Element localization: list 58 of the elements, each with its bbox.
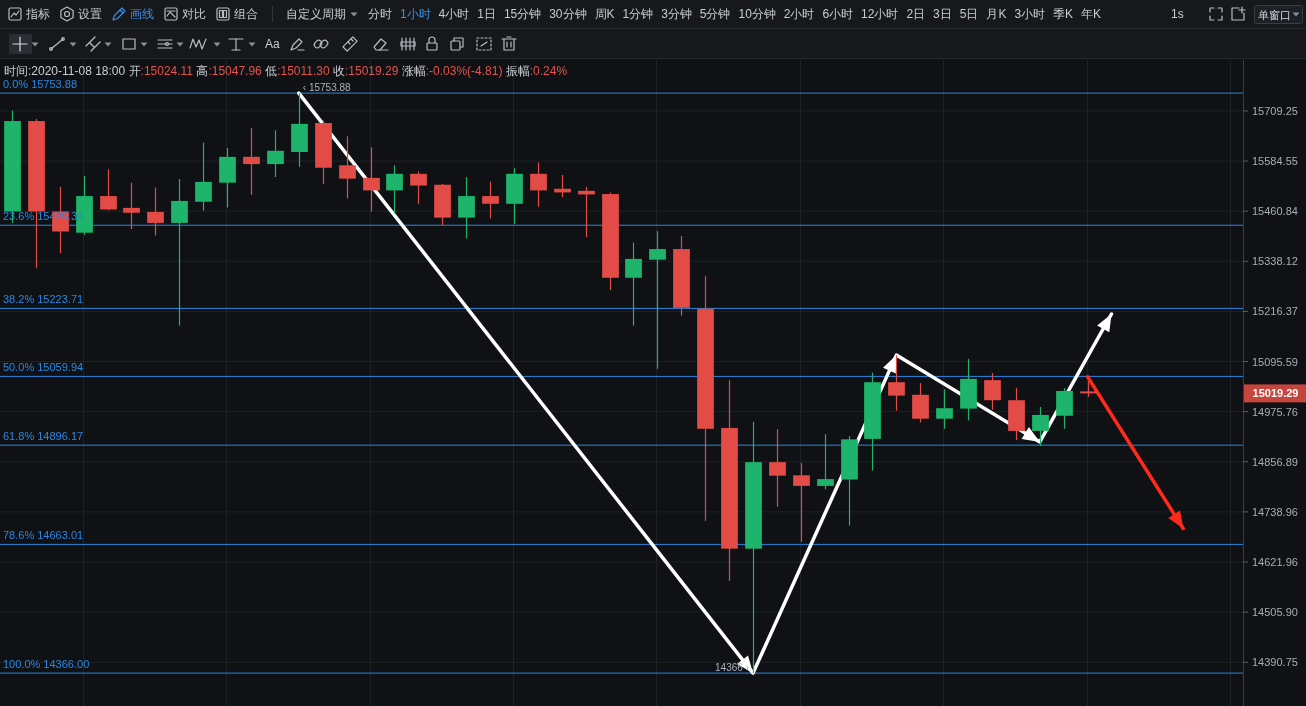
- text: 季K: [1053, 7, 1074, 21]
- y-tick-label: 15709.25: [1252, 104, 1298, 117]
- text: 时间:2020-11-08 18:00 开:15024.11 高:15047.96 低:15011.30 收:15019.29 涨幅:-0.03%(-4.81) 振幅:0.24%: [4, 64, 568, 78]
- text: 10分钟: [738, 7, 776, 21]
- ref-line-label: 38.2% 15223.71: [3, 293, 84, 306]
- text: 月K: [986, 7, 1007, 21]
- text: 5分钟: [699, 7, 731, 21]
- y-tick-label: 15338.12: [1252, 255, 1298, 268]
- y-tick-label: 14856.89: [1252, 455, 1298, 468]
- text: 画线: [130, 7, 154, 21]
- y-tick-label: 14738.96: [1252, 505, 1298, 518]
- text: 分时: [368, 7, 392, 21]
- candlestick: [100, 168, 117, 211]
- text: 3日: [933, 7, 952, 21]
- candlestick: [195, 142, 212, 212]
- text: 4小时: [438, 7, 470, 21]
- y-tick-label: 15584.55: [1252, 155, 1298, 168]
- text: 2小时: [783, 7, 815, 21]
- ref-line-label: 0.0% 15753.88: [3, 78, 78, 91]
- ref-line-label: 100.0% 14366.00: [3, 658, 90, 671]
- ref-line-label: 61.8% 14896.17: [3, 430, 84, 443]
- text: 12小时: [861, 7, 899, 21]
- text: 周K: [594, 7, 615, 21]
- text: 15019.29: [1252, 387, 1299, 400]
- text: 对比: [182, 7, 206, 21]
- text: 自定义周期: [286, 7, 346, 21]
- y-tick-label: 14505.90: [1252, 606, 1298, 619]
- text: 单窗口: [1258, 8, 1291, 21]
- text: 30分钟: [549, 7, 587, 21]
- y-tick-label: 15460.84: [1252, 205, 1298, 218]
- text: 15分钟: [503, 7, 542, 21]
- candlestick: [147, 186, 164, 237]
- y-tick-label: 15095.59: [1252, 355, 1298, 368]
- y-tick-label: 14975.76: [1252, 405, 1298, 418]
- text: 年K: [1081, 7, 1102, 21]
- candlestick: [267, 129, 284, 178]
- y-tick-label: 14390.75: [1252, 656, 1298, 669]
- text: 1日: [477, 7, 496, 21]
- text: 设置: [78, 7, 102, 21]
- text: 2日: [906, 7, 926, 21]
- text: 指标: [25, 7, 50, 21]
- candlestick: [171, 178, 188, 327]
- text: 1分钟: [622, 7, 654, 21]
- y-tick-label: 15216.37: [1252, 305, 1298, 318]
- candlestick: [123, 182, 140, 230]
- text: 5日: [959, 7, 979, 21]
- candlestick: [243, 127, 260, 196]
- text: 3小时: [1014, 7, 1046, 21]
- text: 组合: [234, 7, 258, 21]
- ref-line-label: 50.0% 15059.94: [3, 361, 84, 374]
- text: 6小时: [822, 7, 854, 21]
- text: 1s: [1171, 7, 1184, 21]
- text: 3分钟: [661, 7, 692, 21]
- annotation: ‹ 15753.88: [302, 81, 352, 93]
- text: Aa: [265, 37, 280, 51]
- ref-line-label: 78.6% 14663.01: [3, 529, 84, 542]
- text: 1小时: [400, 7, 431, 21]
- y-tick-label: 14621.96: [1252, 556, 1298, 569]
